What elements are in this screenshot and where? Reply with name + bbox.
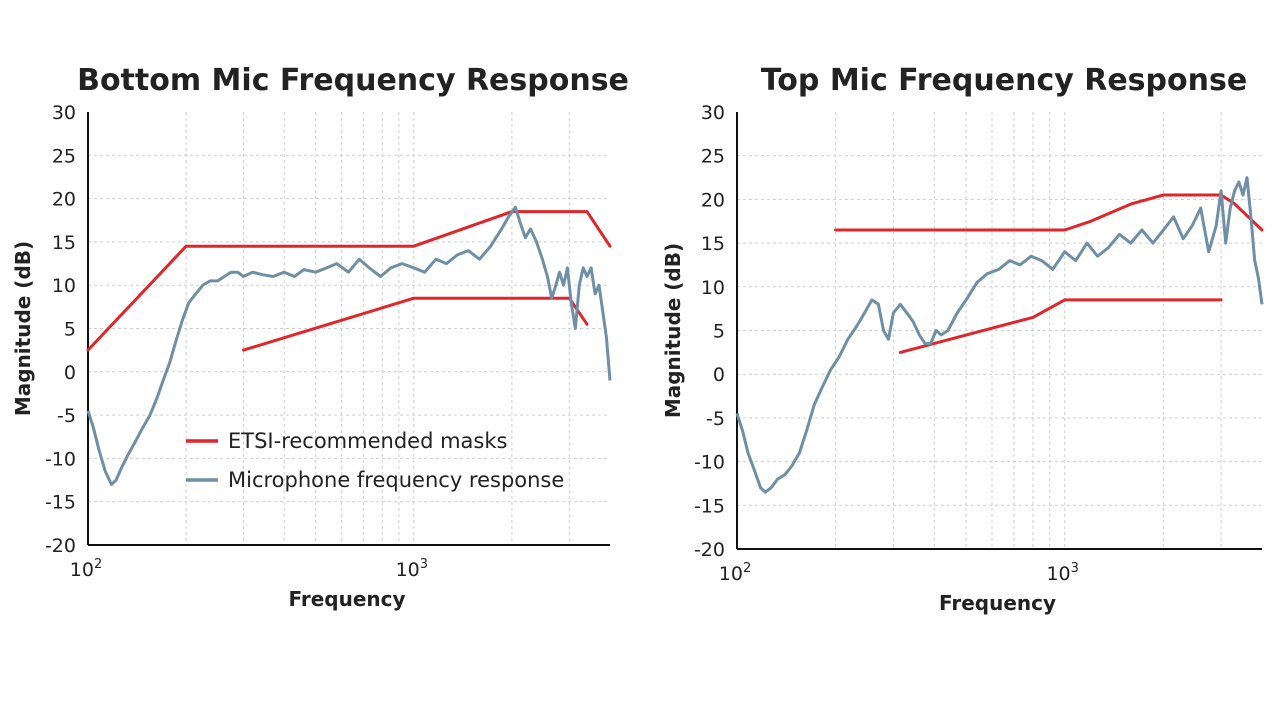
x-tick-exponent: 2 — [743, 561, 751, 576]
legend: ETSI-recommended masks Microphone frequen… — [186, 429, 564, 492]
y-tick-label: 15 — [52, 232, 76, 254]
chart-title: Top Mic Frequency Response — [761, 63, 1247, 98]
y-tick-label: 20 — [52, 189, 76, 211]
y-tick-label: 25 — [52, 145, 76, 167]
y-tick-label: -10 — [694, 452, 725, 474]
y-tick-label: 30 — [52, 102, 76, 124]
x-tick-exponent: 2 — [94, 557, 102, 572]
y-tick-label: -10 — [45, 448, 76, 470]
y-tick-label: -15 — [45, 492, 76, 514]
x-tick-base: 10 — [1046, 563, 1070, 585]
y-tick-label: -5 — [57, 405, 76, 427]
legend-label: ETSI-recommended masks — [228, 429, 507, 453]
y-tick-label: 10 — [701, 277, 725, 299]
series-microphone-response — [735, 176, 1264, 494]
legend-label: Microphone frequency response — [228, 468, 564, 492]
x-tick-label: 103 — [396, 557, 428, 581]
y-tick-label: 20 — [701, 189, 725, 211]
y-tick-label: 30 — [701, 102, 725, 124]
x-tick-label: 103 — [1046, 561, 1078, 585]
grid — [737, 112, 1262, 549]
y-tick-label: 25 — [701, 146, 725, 168]
series-microphone-response — [86, 205, 612, 486]
y-axis-label: Magnitude (dB) — [661, 243, 685, 418]
x-tick-base: 10 — [719, 563, 743, 585]
x-tick-label: 102 — [719, 561, 751, 585]
y-tick-label: 0 — [64, 362, 76, 384]
y-tick-label: -20 — [45, 535, 76, 557]
y-tick-label: -20 — [694, 539, 725, 561]
series-etsi-lower-mask — [242, 296, 589, 352]
x-tick-base: 10 — [396, 559, 420, 581]
grid — [88, 112, 610, 545]
series-etsi-upper-mask — [86, 210, 612, 352]
y-tick-label: 10 — [52, 275, 76, 297]
y-tick-label: 15 — [701, 233, 725, 255]
y-tick-label: -5 — [706, 408, 725, 430]
x-axis-label: Frequency — [939, 591, 1056, 615]
y-tick-label: 0 — [713, 364, 725, 386]
y-axis-label: Magnitude (dB) — [11, 241, 35, 416]
chart-title: Bottom Mic Frequency Response — [77, 63, 629, 98]
x-axis-label: Frequency — [288, 587, 405, 611]
y-tick-label: 5 — [713, 321, 725, 343]
x-tick-exponent: 3 — [1071, 561, 1079, 576]
x-tick-exponent: 3 — [420, 557, 428, 572]
x-tick-base: 10 — [70, 559, 94, 581]
y-tick-label: -15 — [694, 495, 725, 517]
x-tick-label: 102 — [70, 557, 102, 581]
series-etsi-lower-mask — [898, 298, 1223, 354]
y-tick-label: 5 — [64, 319, 76, 341]
